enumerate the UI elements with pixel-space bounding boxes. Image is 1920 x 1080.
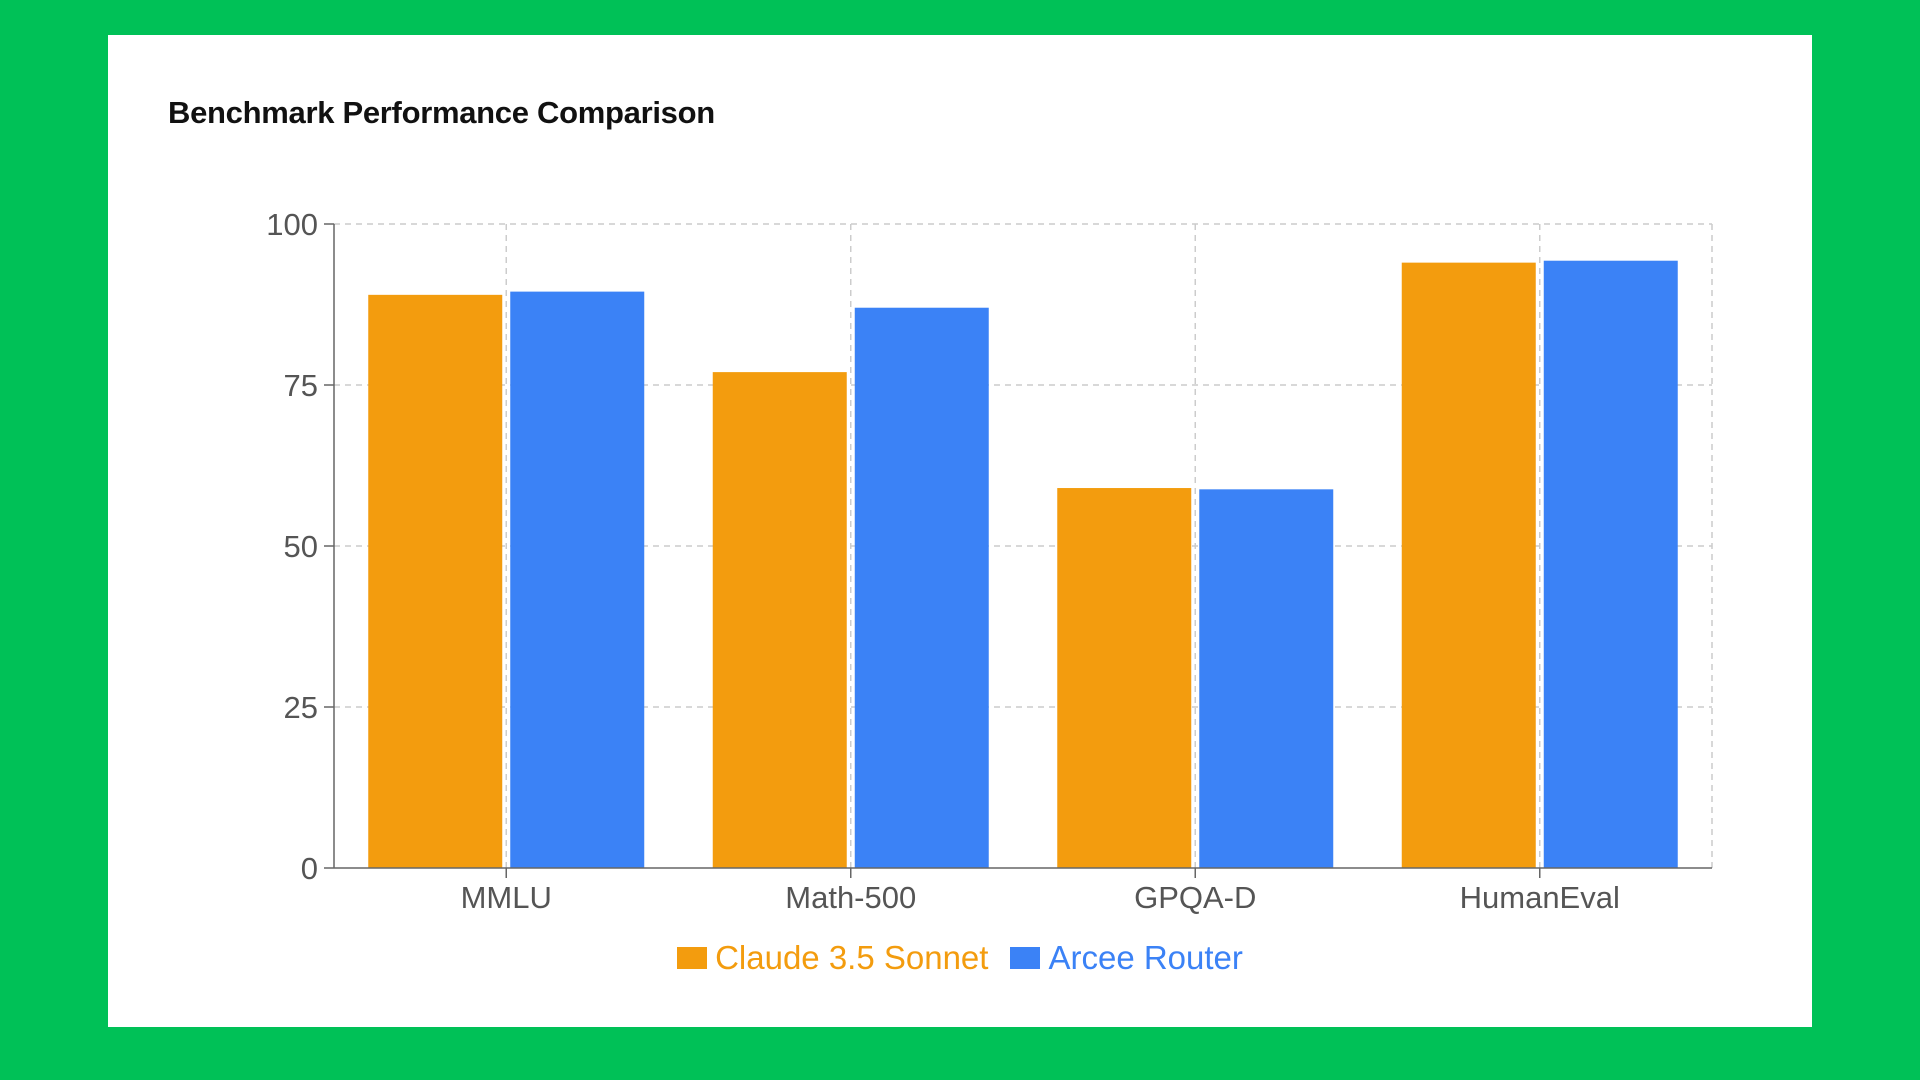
x-tick-label: HumanEval — [1460, 880, 1620, 915]
legend-item-claude[interactable]: Claude 3.5 Sonnet — [677, 939, 988, 977]
bar-claude-humaneval[interactable] — [1401, 262, 1536, 868]
y-tick-label: 100 — [266, 207, 318, 242]
legend-label-arcee: Arcee Router — [1048, 939, 1243, 976]
legend-label-claude: Claude 3.5 Sonnet — [715, 939, 989, 976]
bar-arcee-gpqa-d[interactable] — [1199, 489, 1334, 868]
y-tick-label: 50 — [284, 529, 318, 564]
bar-arcee-humaneval[interactable] — [1543, 260, 1678, 868]
bar-arcee-mmlu[interactable] — [510, 291, 645, 868]
y-tick-label: 25 — [284, 690, 318, 725]
x-tick-label: Math-500 — [785, 880, 916, 915]
legend-swatch-arcee — [1010, 947, 1041, 969]
y-tick-label: 0 — [301, 851, 318, 886]
chart-legend: Claude 3.5 Sonnet Arcee Router — [108, 939, 1812, 977]
y-tick-label: 75 — [284, 368, 318, 403]
x-tick-label: GPQA-D — [1134, 880, 1256, 915]
chart-card: Benchmark Performance Comparison 0 25 50 75… — [108, 35, 1812, 1027]
chart-title: Benchmark Performance Comparison — [168, 95, 715, 130]
legend-swatch-claude — [677, 947, 708, 969]
x-tick-label: MMLU — [461, 880, 552, 915]
bar-arcee-math-500[interactable] — [854, 307, 989, 869]
legend-item-arcee[interactable]: Arcee Router — [1010, 939, 1243, 977]
bar-claude-mmlu[interactable] — [368, 294, 503, 869]
bar-chart: 0 25 50 75 100 MMLU Math-500 GPQA-D HumanEval — [266, 207, 1713, 915]
bar-claude-gpqa-d[interactable] — [1057, 488, 1192, 868]
bar-claude-math-500[interactable] — [712, 372, 847, 868]
